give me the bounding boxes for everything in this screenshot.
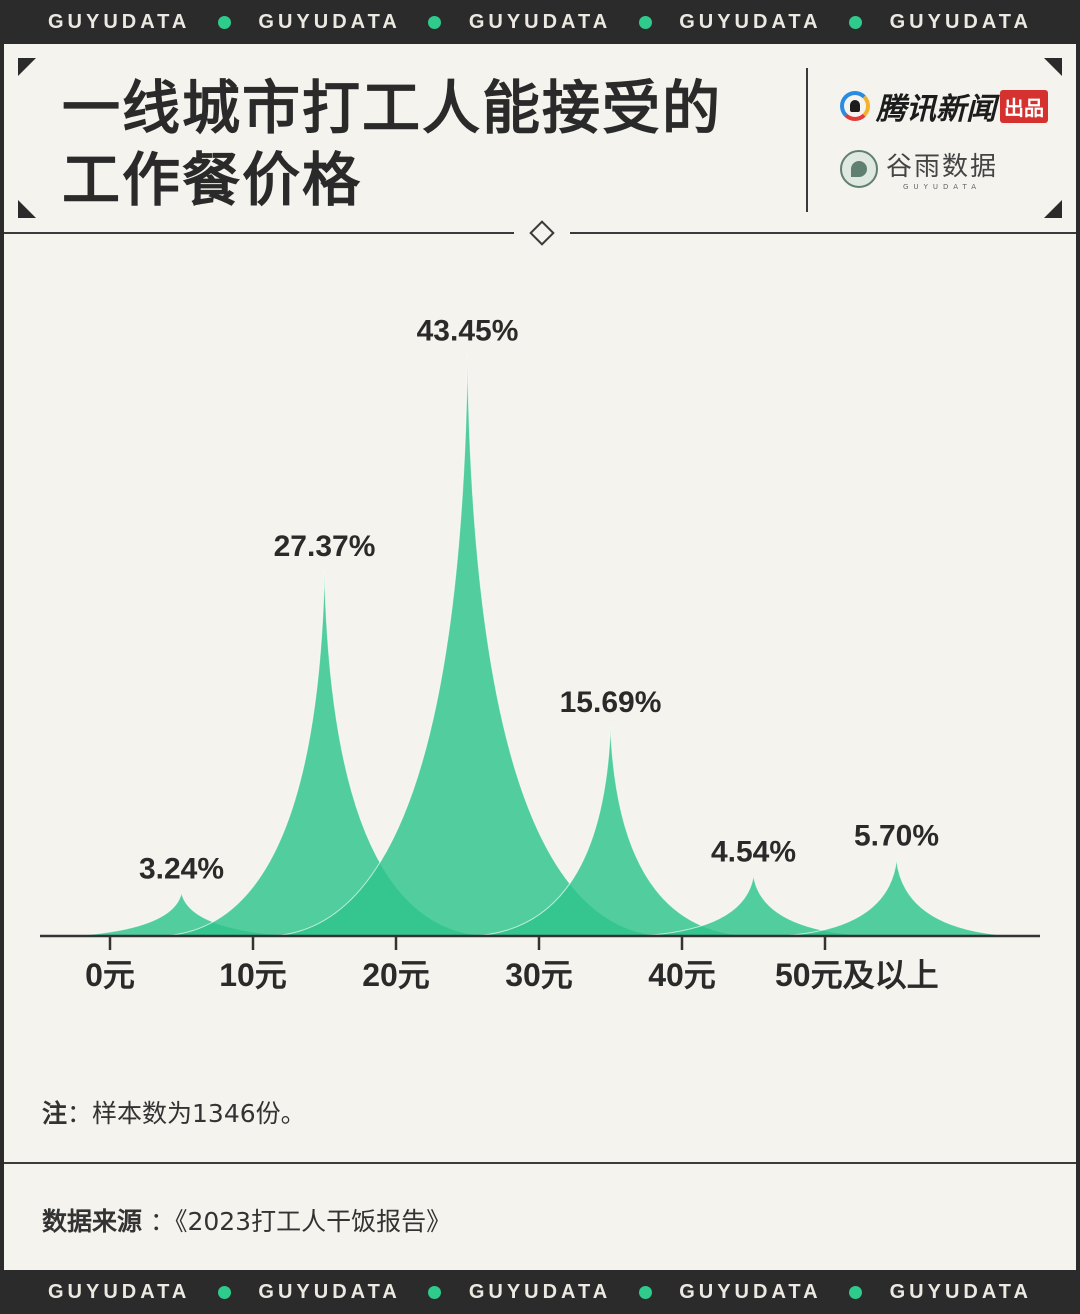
banner-text: GUYUDATA — [889, 10, 1032, 33]
banner-dot-icon — [428, 1285, 442, 1299]
banner-dot-icon — [638, 1285, 652, 1299]
banner-text: GUYUDATA — [258, 1280, 401, 1303]
bell-icon — [840, 91, 870, 121]
corner-mark-icon — [18, 200, 36, 218]
banner-text: GUYUDATA — [679, 10, 822, 33]
title-line-2: 工作餐价格 — [62, 146, 363, 214]
infographic-panel: 一线城市打工人能接受的 工作餐价格 腾讯新闻 出品 谷雨数据 GUYUDATA … — [4, 44, 1076, 1270]
corner-mark-icon — [18, 58, 36, 76]
banner-dot-icon — [849, 1285, 863, 1299]
corner-mark-icon — [1044, 200, 1062, 218]
banner-text: GUYUDATA — [48, 10, 191, 33]
top-banner: GUYUDATA GUYUDATA GUYUDATA GUYUDATA GUYU… — [0, 0, 1080, 44]
banner-dot-icon — [217, 15, 231, 29]
corner-mark-icon — [1044, 58, 1062, 76]
guyu-data-logo: 谷雨数据 GUYUDATA — [840, 146, 998, 191]
title-line-1: 一线城市打工人能接受的 — [62, 74, 723, 142]
data-source: 数据来源 ：《2023打工人干饭报告》 — [42, 1202, 451, 1238]
banner-text: GUYUDATA — [48, 1280, 191, 1303]
banner-text: GUYUDATA — [679, 1280, 822, 1303]
banner-dot-icon — [428, 15, 442, 29]
peak-5 — [779, 859, 1014, 937]
logo-primary-text: 腾讯新闻 — [876, 92, 996, 127]
footnote-text: ：样本数为1346份。 — [67, 1099, 306, 1128]
footnote: 注：样本数为1346份。 — [42, 1094, 306, 1130]
x-tick-label: 40元 — [648, 957, 716, 993]
data-label: 43.45% — [417, 315, 519, 348]
logo-secondary-text: 谷雨数据 — [886, 152, 999, 182]
x-tick-label: 30元 — [505, 957, 573, 993]
data-label: 15.69% — [560, 686, 662, 719]
bird-icon — [840, 149, 878, 188]
data-label: 4.54% — [711, 835, 796, 868]
header-divider — [806, 68, 808, 212]
banner-dot-icon — [638, 15, 652, 29]
data-label: 27.37% — [274, 530, 376, 563]
peak-3 — [471, 726, 750, 937]
x-tick-label: 20元 — [362, 957, 430, 993]
banner-text: GUYUDATA — [468, 1280, 612, 1303]
source-label: 数据来源 — [42, 1207, 143, 1236]
header-rule-left — [4, 232, 514, 234]
banner-dot-icon — [849, 15, 863, 29]
price-distribution-chart: 3.24% 27.37% 43.45% 15.69% 4.54% 5.70% 0元 10元 20… — [40, 315, 1040, 993]
x-tick-label: 0元 — [85, 957, 135, 993]
banner-dot-icon — [217, 1285, 231, 1299]
banner-text: GUYUDATA — [468, 10, 612, 33]
x-tick-label: 50元及以上 — [775, 957, 939, 993]
banner-text: GUYUDATA — [258, 10, 401, 33]
header-rule-right — [570, 232, 1076, 234]
footnote-label: 注 — [42, 1099, 68, 1128]
page-title: 一线城市打工人能接受的 工作餐价格 — [62, 72, 762, 216]
tencent-news-logo: 腾讯新闻 出品 — [840, 84, 1048, 128]
logo-primary-badge: 出品 — [1000, 89, 1048, 123]
data-label: 5.70% — [854, 820, 939, 853]
x-tick-label: 10元 — [219, 957, 287, 993]
source-text: ：《2023打工人干饭报告》 — [142, 1207, 452, 1236]
bottom-banner: GUYUDATA GUYUDATA GUYUDATA GUYUDATA GUYU… — [0, 1270, 1080, 1314]
logo-secondary-subtext: GUYUDATA — [903, 183, 981, 191]
banner-text: GUYUDATA — [889, 1280, 1032, 1303]
footer-divider — [4, 1162, 1076, 1164]
data-label: 3.24% — [139, 853, 224, 886]
